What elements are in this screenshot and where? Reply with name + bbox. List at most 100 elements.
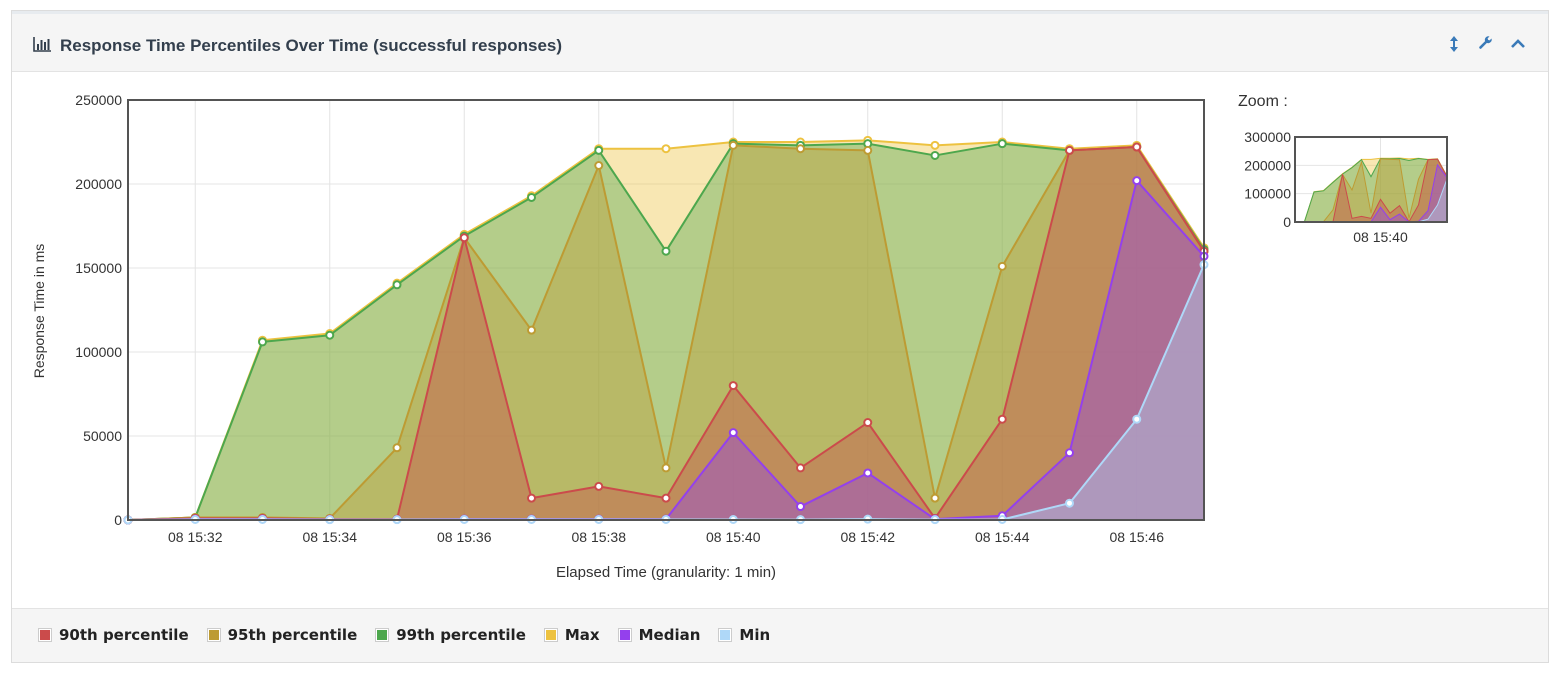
x-tick-label: 08 15:34 <box>303 529 358 545</box>
x-tick-label: 08 15:36 <box>437 529 492 545</box>
series-area-max <box>128 140 1204 520</box>
legend-swatch <box>206 628 221 642</box>
data-point-max[interactable] <box>930 140 940 150</box>
data-point-95th-percentile[interactable] <box>728 140 738 150</box>
zoom-label: Zoom : <box>1238 93 1288 110</box>
legend-item-max[interactable]: Max <box>543 626 600 644</box>
resize-vertical-icon[interactable] <box>1446 34 1462 54</box>
data-point-90th-percentile[interactable] <box>459 233 469 243</box>
data-point-99th-percentile[interactable] <box>258 337 267 347</box>
data-point-max[interactable] <box>661 144 671 154</box>
main-chart[interactable]: 08 15:32 08 15:34 08 15:36 08 15:38 08 15:40… <box>0 0 1230 600</box>
data-point-99th-percentile[interactable] <box>997 139 1007 149</box>
y-tick-label: 150000 <box>75 260 122 276</box>
x-tick-label: 08 15:38 <box>572 529 627 545</box>
data-point-90th-percentile[interactable] <box>728 381 738 391</box>
data-point-min[interactable] <box>1132 414 1142 424</box>
zoom-area-median <box>1295 164 1447 222</box>
legend-label: Max <box>564 626 600 644</box>
x-tick-label: 08 15:32 <box>168 529 223 545</box>
series-area-90th-percentile <box>128 147 1204 521</box>
data-point-90th-percentile[interactable] <box>527 493 536 503</box>
legend-item-99th-percentile[interactable]: 99th percentile <box>375 626 526 644</box>
data-point-90th-percentile[interactable] <box>661 493 671 503</box>
series-area-99th-percentile <box>128 143 1204 520</box>
zoom-x-tick-label: 08 15:40 <box>1353 229 1408 245</box>
data-point-median[interactable] <box>796 502 805 512</box>
y-tick-label: 250000 <box>75 92 122 108</box>
legend-item-min[interactable]: Min <box>718 626 771 644</box>
y-tick-label: 100000 <box>75 344 122 360</box>
chevron-up-icon[interactable] <box>1510 34 1526 54</box>
legend-item-90th-percentile[interactable]: 90th percentile <box>38 626 189 644</box>
plot-background <box>128 100 1204 520</box>
data-point-min[interactable] <box>1065 498 1074 508</box>
legend-item-median[interactable]: Median <box>617 626 701 644</box>
data-point-99th-percentile[interactable] <box>392 280 402 290</box>
data-point-95th-percentile[interactable] <box>392 443 402 453</box>
panel-tools <box>1446 34 1526 54</box>
zoom-area-min <box>1295 178 1447 222</box>
y-tick-label: 50000 <box>83 428 122 444</box>
zoom-y-tick-label: 0 <box>1283 214 1291 230</box>
legend-swatch <box>718 628 733 642</box>
data-point-95th-percentile[interactable] <box>527 325 536 335</box>
x-tick-label: 08 15:46 <box>1110 529 1165 545</box>
data-point-90th-percentile[interactable] <box>997 414 1007 424</box>
x-tick-label: 08 15:40 <box>706 529 761 545</box>
zoom-y-tick-label: 300000 <box>1244 129 1291 145</box>
data-point-median[interactable] <box>1065 448 1074 458</box>
zoom-plot-background <box>1295 137 1447 222</box>
data-point-90th-percentile[interactable] <box>1065 145 1074 155</box>
zoom-line-99th-percentile <box>1294 158 1448 223</box>
zoom-y-tick-label: 200000 <box>1244 157 1291 173</box>
wrench-icon[interactable] <box>1478 34 1494 54</box>
legend-label: Min <box>739 626 771 644</box>
y-tick-label: 200000 <box>75 176 122 192</box>
data-point-99th-percentile[interactable] <box>930 150 940 160</box>
zoom-plot-border <box>1294 136 1448 223</box>
data-point-90th-percentile[interactable] <box>796 463 805 473</box>
zoom-area-95th-percentile <box>1295 158 1447 222</box>
data-point-90th-percentile[interactable] <box>863 418 873 428</box>
legend-swatch <box>543 628 558 642</box>
data-point-median[interactable] <box>1132 176 1142 186</box>
series-area-95th-percentile <box>128 145 1204 521</box>
panel-top-border <box>12 11 1548 14</box>
data-point-median[interactable] <box>728 428 738 438</box>
zoom-y-tick-label: 100000 <box>1244 186 1291 202</box>
data-point-99th-percentile[interactable] <box>527 192 536 202</box>
legend-label: 99th percentile <box>396 626 526 644</box>
plot-border <box>127 99 1205 521</box>
data-point-95th-percentile[interactable] <box>594 161 604 171</box>
legend-swatch <box>375 628 390 642</box>
legend-item-95th-percentile[interactable]: 95th percentile <box>206 626 357 644</box>
data-point-90th-percentile[interactable] <box>594 481 604 491</box>
zoom-overview-chart[interactable]: 0 100000 200000 300000 08 15:40 <box>1230 120 1460 260</box>
data-point-95th-percentile[interactable] <box>796 144 805 154</box>
x-tick-label: 08 15:42 <box>841 529 896 545</box>
data-point-95th-percentile[interactable] <box>661 463 671 473</box>
legend-swatch <box>38 628 52 642</box>
data-point-95th-percentile[interactable] <box>997 261 1007 271</box>
x-tick-label: 08 15:44 <box>975 529 1030 545</box>
bar-chart-icon <box>33 37 51 52</box>
y-axis-label: Response Time in ms <box>31 244 47 379</box>
data-point-99th-percentile[interactable] <box>661 246 671 256</box>
data-point-95th-percentile[interactable] <box>930 493 940 503</box>
zoom-area-99th-percentile <box>1295 158 1447 222</box>
legend-swatch <box>617 628 632 642</box>
y-tick-label: 0 <box>114 512 122 528</box>
data-point-95th-percentile[interactable] <box>863 145 873 155</box>
panel-title: Response Time Percentiles Over Time (suc… <box>60 36 563 55</box>
panel-header: Response Time Percentiles Over Time (suc… <box>12 14 1548 72</box>
legend-label: 90th percentile <box>59 626 189 644</box>
zoom-area-max <box>1295 157 1447 222</box>
legend-label: Median <box>638 626 701 644</box>
data-point-99th-percentile[interactable] <box>325 330 335 340</box>
data-point-99th-percentile[interactable] <box>594 145 604 155</box>
series-area-min <box>128 264 1204 520</box>
data-point-median[interactable] <box>863 468 873 478</box>
data-point-90th-percentile[interactable] <box>1132 142 1142 152</box>
x-axis-label: Elapsed Time (granularity: 1 min) <box>556 564 776 581</box>
